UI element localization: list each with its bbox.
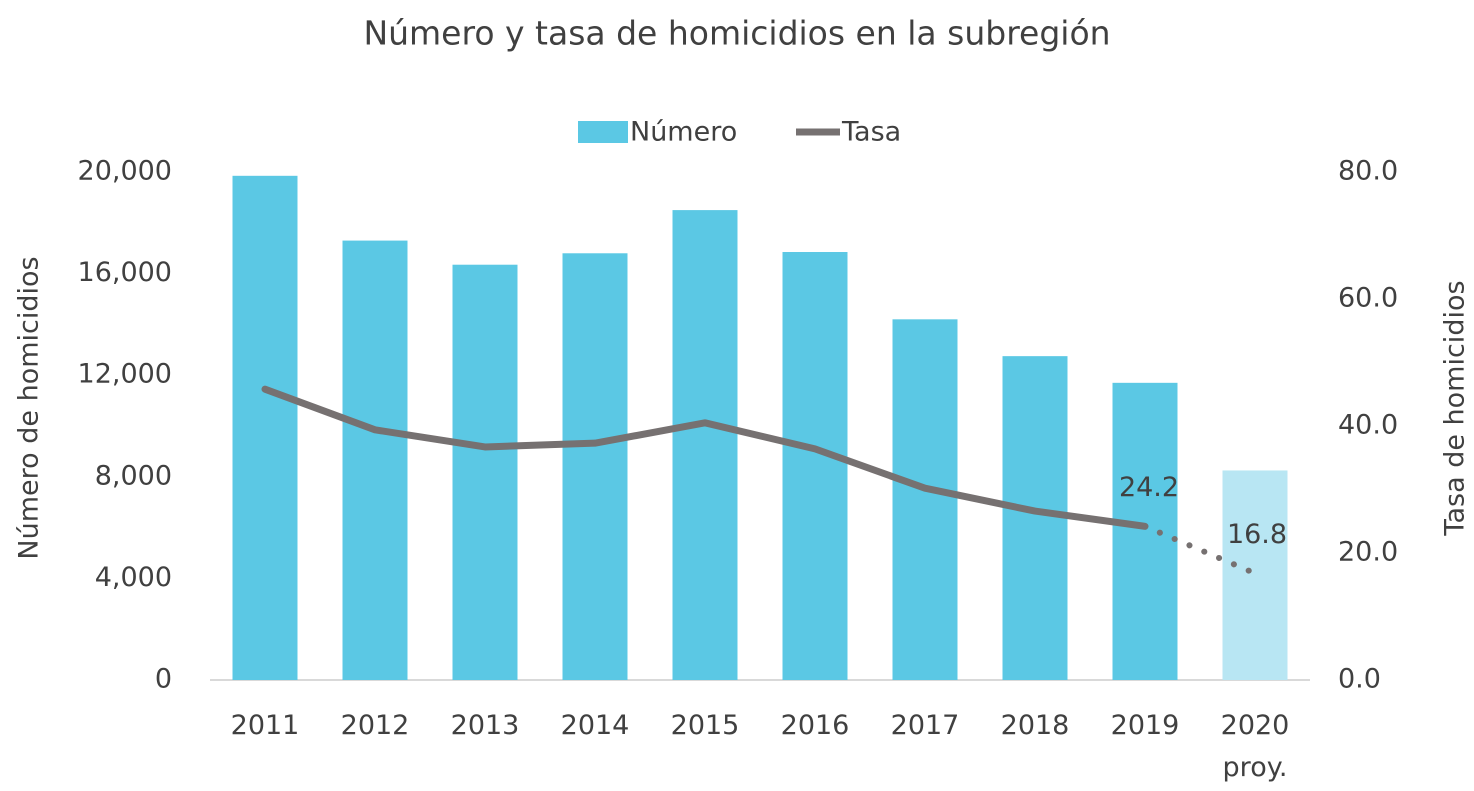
data-label: 16.8 bbox=[1227, 519, 1287, 550]
y2-tick-label: 60.0 bbox=[1338, 283, 1398, 314]
y2-tick-label: 40.0 bbox=[1338, 410, 1398, 441]
x-tick-label: 2015 bbox=[670, 710, 740, 741]
bar bbox=[672, 210, 738, 680]
legend-label: Tasa bbox=[841, 117, 901, 148]
x-tick-label: 2013 bbox=[450, 710, 520, 741]
x-tick-label: 2014 bbox=[560, 710, 630, 741]
y-tick-label: 20,000 bbox=[78, 156, 172, 187]
bar bbox=[1112, 382, 1178, 680]
bar bbox=[782, 252, 848, 680]
y2-tick-label: 0.0 bbox=[1338, 664, 1381, 695]
x-tick-label: 2016 bbox=[780, 710, 850, 741]
y-tick-label: 0 bbox=[155, 664, 172, 695]
y-axis-label: Número de homicidios bbox=[14, 256, 45, 559]
data-label: 24.2 bbox=[1119, 472, 1179, 503]
y2-tick-label: 80.0 bbox=[1338, 156, 1398, 187]
y2-tick-label: 20.0 bbox=[1338, 537, 1398, 568]
bar bbox=[452, 264, 518, 680]
x-tick-label: 2012 bbox=[340, 710, 410, 741]
y-tick-label: 4,000 bbox=[95, 562, 172, 593]
y-tick-label: 16,000 bbox=[78, 257, 172, 288]
bar bbox=[562, 253, 628, 680]
bar bbox=[232, 175, 298, 680]
x-tick-label: 2017 bbox=[890, 710, 960, 741]
y2-axis-label: Tasa de homicidios bbox=[1440, 280, 1471, 536]
line-series bbox=[261, 385, 1149, 530]
x-tick-label: 2018 bbox=[1000, 710, 1070, 741]
line-projection bbox=[1142, 523, 1258, 577]
x-tick-label: 2019 bbox=[1110, 710, 1180, 741]
chart-title: Número y tasa de homicidios en la subreg… bbox=[363, 14, 1110, 53]
x-tick-label: 2020 proy. bbox=[1220, 710, 1290, 783]
y-tick-label: 12,000 bbox=[78, 359, 172, 390]
legend-swatch bbox=[578, 121, 628, 143]
bar bbox=[342, 240, 408, 680]
bar bbox=[892, 319, 958, 680]
bar bbox=[1002, 356, 1068, 680]
x-tick-label: 2011 bbox=[230, 710, 300, 741]
legend-label: Número bbox=[630, 117, 737, 148]
y-tick-label: 8,000 bbox=[95, 460, 172, 491]
bar bbox=[1222, 470, 1288, 680]
